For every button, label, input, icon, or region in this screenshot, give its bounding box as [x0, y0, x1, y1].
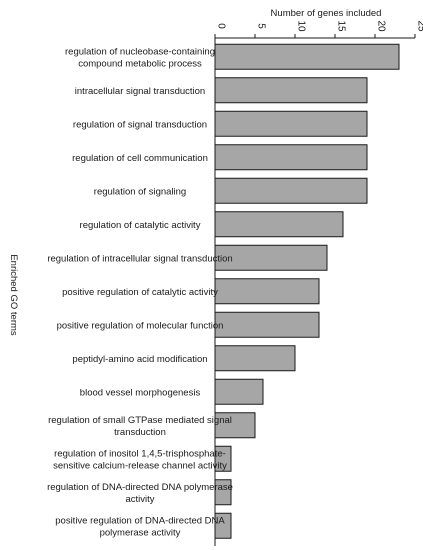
x-tick-label: 15	[336, 20, 347, 32]
category-label: intracellular signal transduction	[75, 86, 205, 97]
bar	[214, 144, 368, 171]
bar	[214, 445, 232, 472]
category-label: regulation of signal transduction	[73, 119, 207, 130]
bar	[214, 278, 320, 305]
x-tick-label: 20	[376, 20, 387, 32]
category-label: transduction	[114, 427, 166, 438]
category-label: regulation of small GTPase mediated sign…	[48, 415, 232, 426]
category-label: regulation of cell communication	[72, 153, 208, 164]
category-label: activity	[125, 494, 154, 505]
bar	[214, 110, 368, 137]
category-label: sensitive calcium-release channel activi…	[53, 460, 227, 471]
bar	[214, 412, 256, 439]
bar	[214, 378, 264, 405]
bars-group	[214, 43, 400, 539]
category-label: regulation of inositol 1,4,5-trisphospha…	[54, 448, 226, 459]
category-label: compound metabolic process	[78, 58, 202, 69]
x-tick-label: 25	[416, 20, 423, 32]
bar	[214, 345, 296, 372]
category-labels: regulation of nucleobase-containingcompo…	[47, 46, 233, 538]
bar	[214, 244, 328, 271]
x-axis-ticks: 0 5 10 15 20 25	[214, 20, 423, 38]
bar	[214, 43, 400, 70]
category-label: regulation of DNA-directed DNA polymeras…	[47, 482, 233, 493]
bar	[214, 211, 344, 238]
bar	[214, 512, 232, 539]
category-label: polymerase activity	[100, 527, 181, 538]
category-label: regulation of intracellular signal trans…	[47, 253, 232, 264]
x-tick-label: 5	[256, 23, 267, 29]
bar	[214, 177, 368, 204]
bar	[214, 77, 368, 104]
y-axis-title: Enriched GO terms	[8, 254, 19, 336]
category-label: regulation of signaling	[94, 186, 186, 197]
x-axis-title: Number of genes included	[271, 8, 382, 19]
bar	[214, 479, 232, 506]
bar	[214, 311, 320, 338]
category-label: peptidyl-amino acid modification	[72, 354, 207, 365]
x-tick-label: 0	[216, 23, 227, 29]
x-tick-label: 10	[296, 20, 307, 32]
category-label: positive regulation of DNA-directed DNA	[55, 515, 225, 526]
category-label: regulation of catalytic activity	[80, 220, 201, 231]
category-label: positive regulation of molecular functio…	[57, 320, 224, 331]
category-label: regulation of nucleobase-containing	[65, 46, 215, 57]
category-label: blood vessel morphogenesis	[80, 387, 201, 398]
category-label: positive regulation of catalytic activit…	[62, 287, 218, 298]
